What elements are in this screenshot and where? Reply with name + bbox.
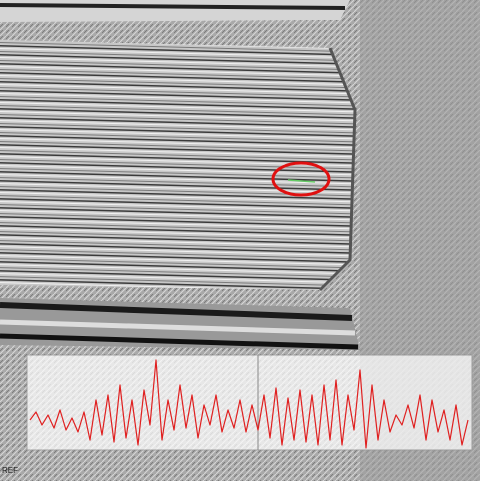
profile-line xyxy=(29,359,469,449)
ref-label: REF xyxy=(2,466,18,475)
highlight-ring xyxy=(271,161,331,197)
profile-panel xyxy=(26,354,473,451)
